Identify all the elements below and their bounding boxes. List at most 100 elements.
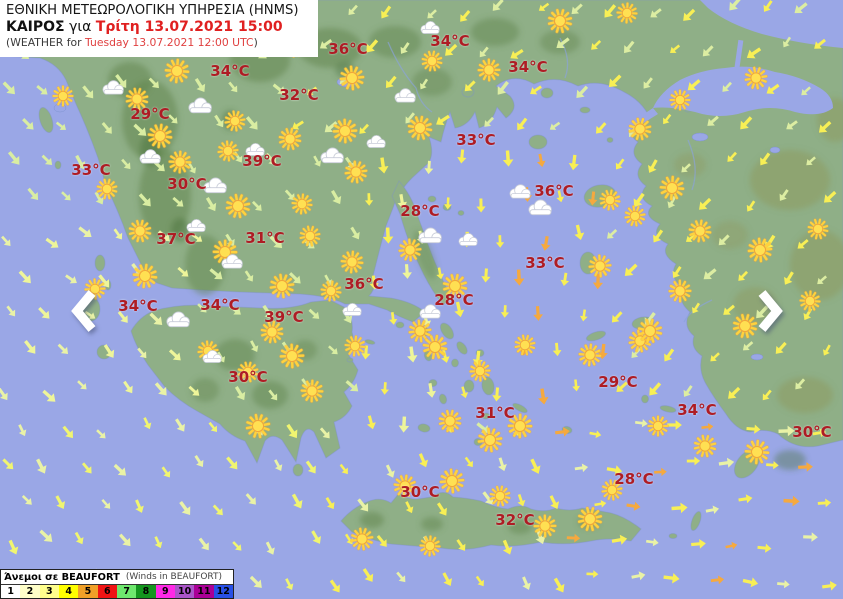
weather-header: ΕΘΝΙΚΗ ΜΕΤΕΩΡΟΛΟΓΙΚΗ ΥΠΗΡΕΣΙΑ (HNMS) ΚΑΙ… [0, 0, 318, 57]
wind-arrow-icon [689, 301, 703, 316]
wind-arrow-icon [396, 193, 409, 210]
wind-arrow-icon [491, 387, 503, 402]
wind-arrow-icon [461, 231, 473, 248]
wind-arrow-icon [588, 37, 604, 53]
wind-arrow-icon [247, 573, 266, 592]
beaufort-scale: 1 2 3 4 5 6 7 8 9 10 11 12 [1, 584, 233, 598]
wind-arrow-icon [119, 156, 134, 172]
wind-arrow-icon [604, 226, 620, 242]
wind-arrow-icon [444, 419, 456, 434]
sun-icon [506, 412, 534, 440]
wind-arrow-icon [425, 382, 438, 399]
wind-arrow-icon [536, 0, 551, 14]
temperature-label: 37°C [156, 230, 196, 248]
wind-arrow-icon [495, 235, 505, 248]
euboea-island [391, 180, 454, 306]
wind-arrow-icon [630, 570, 647, 582]
sun-icon [125, 216, 155, 246]
wind-arrow-icon [116, 531, 135, 550]
wind-arrow-icon [345, 2, 360, 18]
wind-arrow-icon [527, 456, 544, 477]
island-group [38, 86, 761, 539]
wind-arrow-icon [202, 195, 220, 214]
wind-arrow-icon [310, 154, 324, 169]
sun-icon [597, 187, 623, 213]
wind-arrow-icon [664, 194, 679, 211]
wind-arrow-icon [521, 186, 533, 203]
wind-arrow-icon [800, 306, 815, 323]
cloud-icon [418, 227, 442, 244]
wind-arrow-icon [536, 387, 550, 406]
wind-arrow-icon [502, 150, 514, 167]
wind-arrow-icon [746, 423, 761, 435]
next-button[interactable] [750, 287, 788, 337]
wind-arrow-icon [515, 493, 528, 508]
wind-arrow-icon [461, 78, 478, 95]
wind-arrow-icon [222, 232, 238, 249]
sun-icon [615, 1, 639, 25]
temperature-label: 34°C [210, 62, 250, 80]
wind-arrow-icon [812, 427, 827, 439]
legend-title-english: (Winds in BEAUFORT) [125, 572, 223, 582]
chevron-right-icon [758, 290, 783, 332]
cloud-icon [186, 219, 206, 232]
sun-icon [798, 289, 822, 313]
service-title: ΕΘΝΙΚΗ ΜΕΤΕΩΡΟΛΟΓΙΚΗ ΥΠΗΡΕΣΙΑ (HNMS) [6, 3, 299, 18]
wind-arrow-icon [453, 537, 469, 554]
sun-icon [213, 136, 243, 166]
wind-arrow-icon [678, 161, 693, 176]
sun-icon [242, 410, 274, 442]
sun-icon [646, 414, 670, 438]
wind-arrow-icon [588, 429, 603, 440]
black-sea [700, 0, 843, 48]
wind-arrow-icon [259, 302, 278, 323]
sun-icon [335, 61, 369, 95]
wind-arrow-icon [368, 275, 380, 290]
wind-arrow-icon [282, 187, 299, 204]
wind-arrow-icon [679, 6, 698, 25]
temperature-label: 36°C [344, 275, 384, 293]
temperature-label: 36°C [328, 40, 368, 58]
wind-arrow-icon [554, 426, 571, 438]
wind-arrow-icon [550, 575, 568, 596]
wind-arrow-icon [547, 119, 562, 133]
wind-arrow-icon [196, 535, 213, 554]
wind-arrow-icon [5, 538, 21, 557]
wind-arrow-icon [794, 236, 811, 252]
wind-arrow-icon [32, 456, 50, 477]
wind-arrow-icon [94, 427, 109, 442]
sun-icon [234, 358, 262, 386]
wind-arrow-icon [513, 115, 530, 134]
wind-arrow-icon [699, 43, 716, 60]
wind-arrow-icon [600, 1, 619, 22]
wind-arrow-icon [710, 574, 725, 585]
wind-arrow-icon [360, 345, 372, 360]
sun-icon [664, 275, 696, 307]
wind-arrow-icon [647, 5, 664, 21]
wind-arrow-icon [778, 425, 795, 437]
wind-arrow-icon [473, 574, 487, 589]
temperature-label: 28°C [434, 291, 474, 309]
sun-icon [340, 156, 372, 188]
wind-arrow-icon [452, 300, 466, 319]
wind-arrow-icon [783, 495, 800, 507]
wind-arrow-icon [715, 232, 732, 249]
wind-arrow-icon [644, 157, 661, 176]
sun-icon [743, 438, 771, 466]
wind-arrow-icon [419, 312, 433, 329]
prev-button[interactable] [66, 287, 104, 337]
wind-arrow-icon [476, 198, 486, 213]
sun-icon [634, 315, 666, 347]
wind-arrow-icon [624, 120, 643, 141]
cloud-icon [419, 304, 441, 319]
temperature-label: 30°C [167, 175, 207, 193]
wind-arrow-icon [684, 76, 703, 95]
sun-icon [473, 423, 507, 457]
wind-arrow-icon [456, 8, 473, 25]
wind-arrow-icon [4, 303, 19, 319]
wind-arrow-icon [660, 346, 677, 365]
sun-icon [435, 406, 465, 436]
wind-arrow-icon [532, 305, 544, 322]
cloud-icon [509, 184, 531, 199]
wind-arrow-icon [724, 540, 739, 551]
